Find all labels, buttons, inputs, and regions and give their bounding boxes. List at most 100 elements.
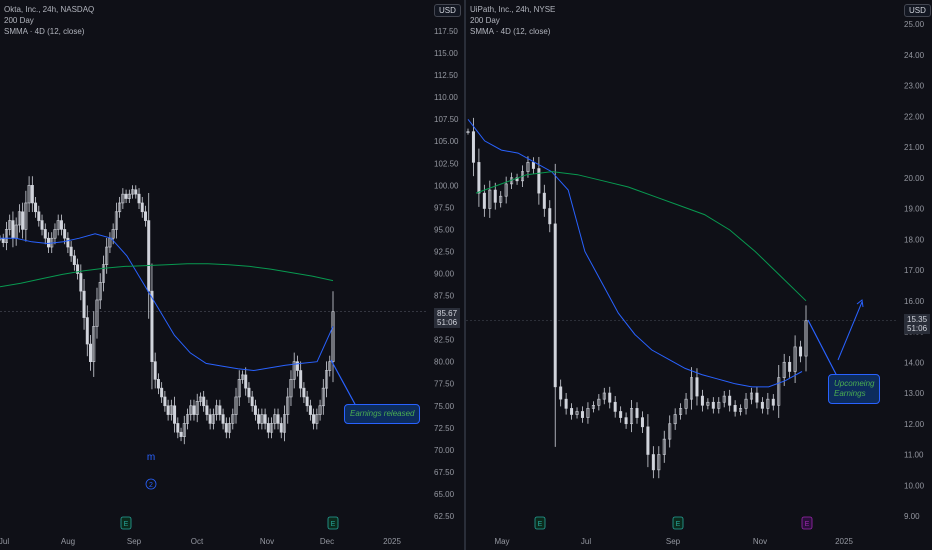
uipath-candle	[531, 157, 535, 174]
uipath-y-tick-0: 25.00	[904, 20, 925, 29]
okta-candle-body	[315, 414, 319, 424]
okta-candle-body	[266, 423, 270, 433]
uipath-chart-pane[interactable]: 25.00 24.00 23.00 22.00 21.00 20.00 19.00 18.00…	[466, 0, 932, 550]
okta-symbol-title[interactable]: Okta, Inc., 24h, NASDAQ	[4, 5, 95, 14]
uipath-candle-body	[733, 404, 737, 412]
uipath-candle-body	[739, 408, 743, 412]
okta-candle	[4, 221, 8, 251]
uipath-x-tick-4: 2025	[835, 537, 853, 546]
okta-candle-body	[66, 237, 70, 248]
uipath-candle	[722, 390, 726, 408]
okta-currency-button[interactable]: USD	[434, 4, 461, 17]
uipath-earnings-icon-label: E	[805, 521, 810, 528]
okta-candle-body	[98, 282, 102, 301]
okta-candle	[283, 405, 287, 442]
uipath-candle-body	[493, 189, 497, 203]
okta-candle-body	[127, 193, 131, 199]
okta-last-price: 85.67	[437, 309, 458, 318]
pane-divider[interactable]	[464, 0, 466, 550]
uipath-candle-body	[613, 401, 617, 412]
uipath-currency-button[interactable]: USD	[904, 4, 931, 17]
okta-x-tick-3: Oct	[191, 537, 204, 546]
uipath-candle	[788, 356, 792, 378]
okta-candle-body	[76, 264, 80, 274]
okta-smma-label[interactable]: SMMA · 4D (12, close)	[4, 27, 85, 36]
uipath-candle	[733, 400, 737, 417]
okta-earnings-icon: E	[327, 516, 339, 530]
uipath-callout-pointer	[807, 319, 839, 379]
okta-candle-body	[79, 273, 83, 292]
uipath-candle-body	[722, 395, 726, 403]
okta-earnings-callout-text: Earnings released	[350, 409, 415, 418]
uipath-legend: UiPath, Inc., 24h, NYSE 200 Day SMMA · 4…	[470, 4, 555, 37]
okta-candle	[98, 273, 102, 310]
okta-candle-body	[37, 211, 41, 221]
okta-candle-body	[140, 202, 144, 213]
okta-candle-body	[92, 326, 96, 362]
uipath-candle-body	[482, 192, 486, 209]
uipath-candle	[619, 406, 623, 423]
okta-candle-body	[21, 211, 25, 230]
okta-candle	[250, 390, 254, 412]
uipath-x-tick-2: Sep	[666, 537, 681, 546]
okta-candle	[27, 176, 31, 213]
okta-candle	[17, 204, 21, 233]
uipath-ma200-label[interactable]: 200 Day	[470, 16, 500, 25]
uipath-candle-body	[679, 408, 683, 415]
okta-y-tick-1: 115.00	[434, 49, 458, 58]
okta-y-tick-4: 107.50	[434, 115, 459, 124]
uipath-candle	[717, 397, 721, 414]
uipath-candle-body	[570, 408, 574, 415]
uipath-candle-body	[706, 401, 710, 406]
okta-candle	[315, 408, 319, 430]
uipath-candle	[591, 401, 595, 413]
uipath-candle-body	[559, 386, 563, 400]
okta-candle-body	[72, 255, 76, 265]
okta-candle-body	[283, 414, 287, 433]
uipath-upcoming-earnings-callout[interactable]: Upcomeing Earnings	[828, 374, 881, 404]
uipath-y-tick-13: 12.00	[904, 420, 925, 429]
okta-candle	[34, 196, 38, 218]
okta-smma-line	[0, 233, 334, 372]
uipath-candle	[711, 397, 715, 414]
okta-candle	[137, 188, 141, 209]
okta-candle	[325, 361, 329, 398]
okta-candle	[312, 408, 316, 430]
uipath-y-tick-12: 13.00	[904, 389, 925, 398]
uipath-candle-body	[717, 401, 721, 409]
uipath-candle	[504, 176, 508, 204]
uipath-candle-body	[782, 361, 786, 378]
okta-candle-body	[176, 423, 180, 433]
uipath-symbol-title[interactable]: UiPath, Inc., 24h, NYSE	[470, 5, 556, 14]
uipath-chart-canvas[interactable]: 25.00 24.00 23.00 22.00 21.00 20.00 19.00 18.00…	[466, 0, 932, 550]
okta-candle-body	[156, 379, 160, 389]
okta-candle	[295, 355, 299, 377]
okta-candle-body	[46, 237, 50, 248]
okta-candle	[37, 205, 41, 227]
okta-candle	[237, 370, 241, 407]
okta-earnings-callout[interactable]: Earnings released	[344, 404, 421, 424]
okta-candle	[56, 214, 60, 236]
uipath-smma-label[interactable]: SMMA · 4D (12, close)	[470, 27, 551, 36]
okta-candle	[173, 396, 177, 433]
uipath-y-tick-16: 9.00	[904, 512, 920, 521]
uipath-candle	[580, 406, 584, 423]
okta-chart-canvas[interactable]: 117.50 115.00 112.50 110.00 107.50 105.00 102.…	[0, 0, 464, 550]
okta-candle	[299, 361, 303, 398]
okta-x-tick-0: Jul	[0, 537, 9, 546]
okta-chart-pane[interactable]: 117.50 115.00 112.50 110.00 107.50 105.00 102.…	[0, 0, 464, 550]
okta-ma200-label[interactable]: 200 Day	[4, 16, 34, 25]
okta-candle	[247, 382, 251, 403]
okta-candle-body	[308, 405, 312, 415]
okta-candle-body	[169, 405, 173, 415]
okta-candle-body	[224, 423, 228, 433]
uipath-y-tick-2: 23.00	[904, 82, 925, 91]
okta-candle-body	[325, 370, 329, 389]
okta-candle	[279, 417, 283, 439]
uipath-candle-body	[766, 398, 770, 409]
okta-candle-body	[295, 361, 299, 371]
okta-candle	[289, 370, 293, 407]
okta-candle-body	[114, 211, 118, 230]
uipath-candle	[640, 411, 644, 434]
uipath-candle-body	[749, 392, 753, 400]
